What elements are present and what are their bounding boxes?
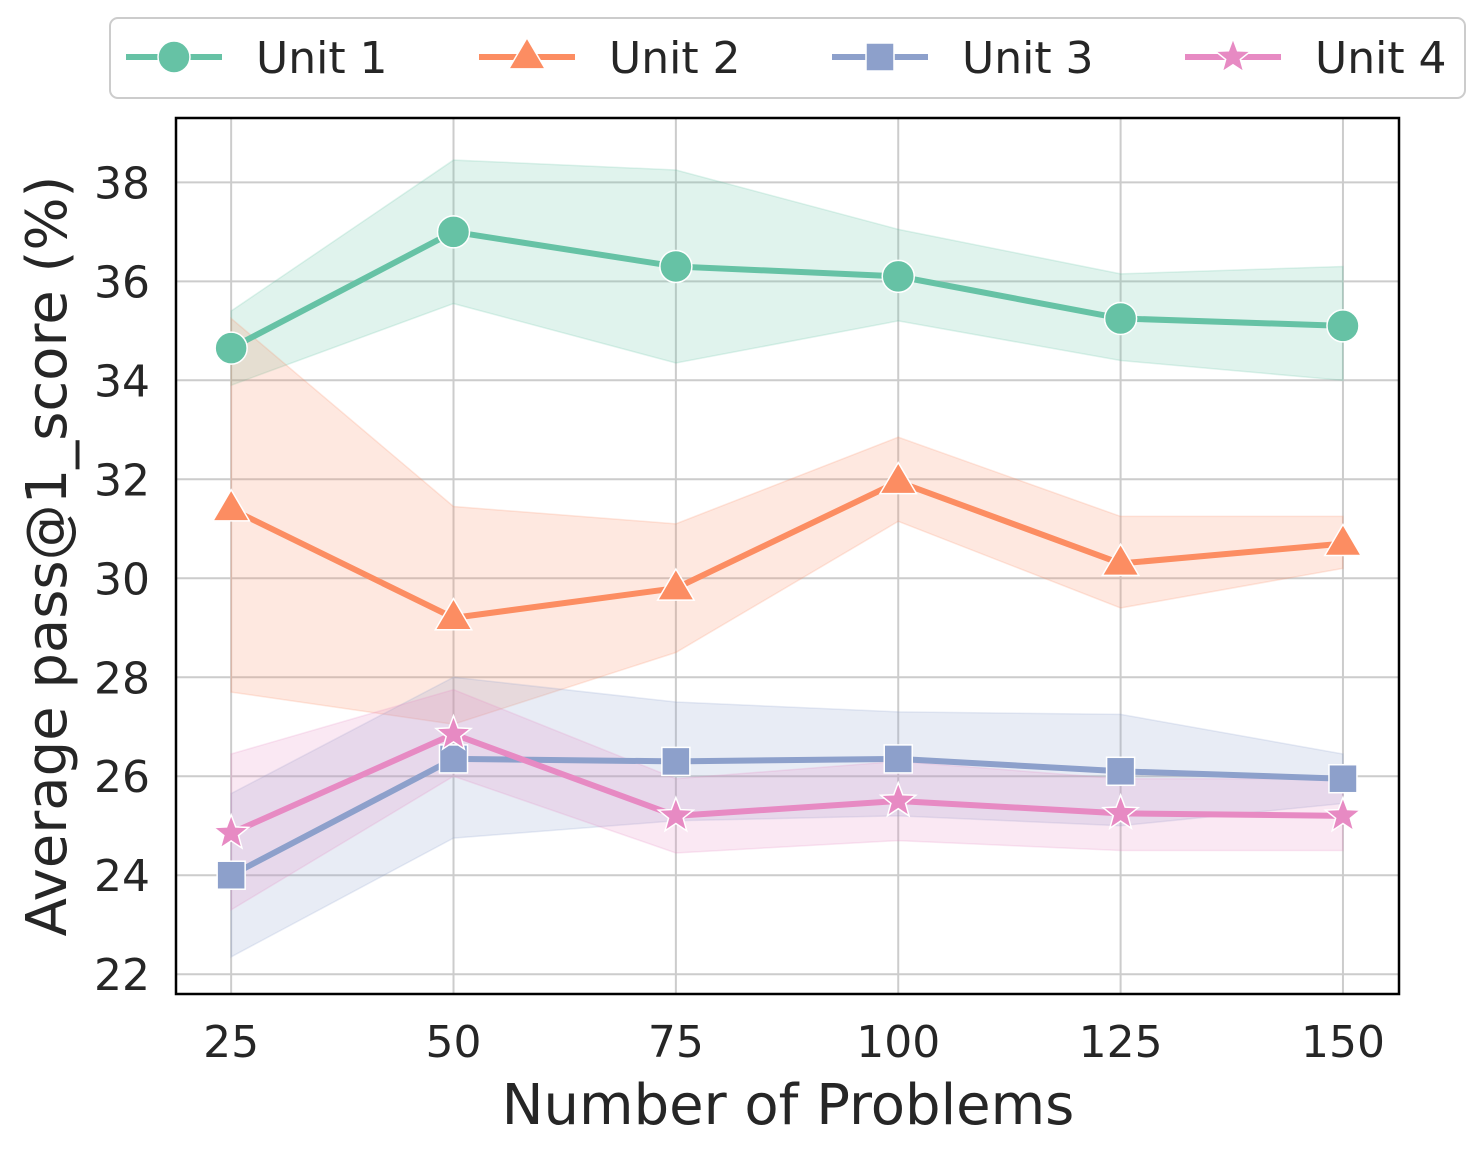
x-tick-label: 125 <box>1079 1017 1163 1068</box>
legend-item-unit-4: Unit 4 <box>1185 33 1447 84</box>
grid-lines <box>176 118 1399 994</box>
data-point-unit-4 <box>1323 795 1363 833</box>
y-tick-label: 28 <box>94 653 150 704</box>
series-lines <box>229 228 1344 878</box>
data-point-unit-2 <box>1323 522 1363 557</box>
y-tick-label: 24 <box>94 851 150 902</box>
data-point-unit-4 <box>433 713 474 751</box>
y-tick-label: 38 <box>94 158 150 209</box>
data-point-unit-2 <box>211 488 251 522</box>
legend-marker <box>157 40 191 74</box>
legend-marker <box>1213 36 1253 74</box>
series-line-unit-1 <box>229 228 1344 351</box>
data-point-unit-4 <box>1101 792 1141 830</box>
legend-frame <box>109 17 1466 99</box>
legend-item-unit-1: Unit 1 <box>126 33 388 84</box>
y-axis-ticks: 22 24 26 28 30 32 34 36 38 <box>94 158 150 1001</box>
data-point-unit-1 <box>659 249 693 284</box>
plot-area <box>174 116 1401 996</box>
data-point-unit-4 <box>656 795 696 833</box>
legend-label: Unit 1 <box>256 33 388 84</box>
data-point-unit-1 <box>214 331 248 365</box>
y-tick-label: 22 <box>94 950 150 1001</box>
data-point-unit-2 <box>878 461 918 495</box>
data-point-unit-1 <box>436 215 471 249</box>
legend-marker <box>507 36 547 70</box>
x-axis-label: Number of Problems <box>502 1073 1075 1138</box>
data-point-unit-2 <box>656 567 696 601</box>
x-tick-label: 25 <box>203 1017 259 1068</box>
x-tick-label: 100 <box>856 1017 940 1068</box>
x-tick-label: 50 <box>426 1017 482 1068</box>
legend: Unit 1 Unit 2 Unit 3 Unit 4 <box>109 17 1466 99</box>
data-point-unit-3 <box>216 860 246 890</box>
legend-label: Unit 2 <box>609 33 741 84</box>
series-line-unit-3 <box>229 755 1344 878</box>
series-markers <box>211 215 1363 890</box>
plot-frame <box>174 116 1401 996</box>
y-tick-label: 30 <box>94 554 150 605</box>
data-point-unit-3 <box>438 744 469 774</box>
data-point-unit-4 <box>878 780 918 818</box>
series-line-unit-4 <box>229 731 1343 836</box>
y-tick-label: 32 <box>94 455 150 506</box>
data-point-unit-2 <box>1101 542 1141 577</box>
x-axis-ticks: 25 50 75 100 125 150 <box>203 1017 1385 1068</box>
series-line-unit-2 <box>229 478 1344 621</box>
legend-item-unit-3: Unit 3 <box>832 33 1094 84</box>
x-tick-label: 150 <box>1301 1017 1385 1068</box>
x-tick-label: 75 <box>648 1017 704 1068</box>
data-point-unit-3 <box>1105 756 1136 787</box>
data-point-unit-3 <box>1328 763 1358 794</box>
data-point-unit-3 <box>883 744 913 774</box>
y-tick-label: 34 <box>94 356 150 407</box>
data-point-unit-3 <box>661 746 691 777</box>
data-point-unit-1 <box>1326 309 1360 343</box>
data-point-unit-1 <box>1103 301 1138 336</box>
data-point-unit-2 <box>433 597 474 631</box>
confidence-band-unit-4 <box>230 688 1344 912</box>
y-axis-label: Average pass@1_score (%) <box>15 176 80 937</box>
legend-label: Unit 3 <box>962 33 1094 84</box>
legend-marker <box>865 42 895 72</box>
data-point-unit-1 <box>881 259 915 294</box>
y-tick-label: 26 <box>94 752 150 803</box>
data-point-unit-4 <box>211 812 251 850</box>
y-tick-label: 36 <box>94 257 150 308</box>
legend-label: Unit 4 <box>1315 33 1447 84</box>
legend-item-unit-2: Unit 2 <box>479 33 741 84</box>
